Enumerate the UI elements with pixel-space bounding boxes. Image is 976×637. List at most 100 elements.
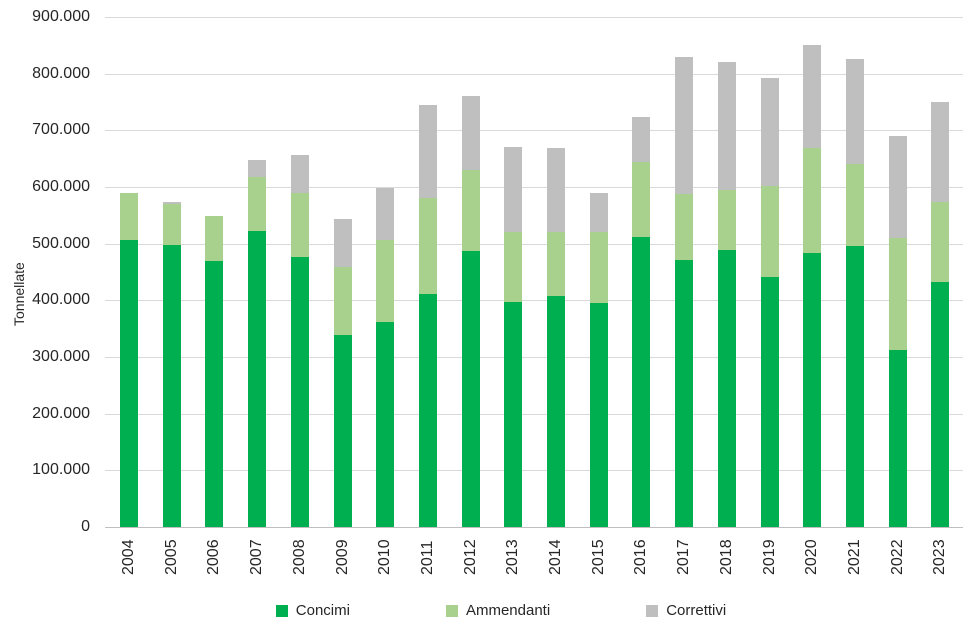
y-tick-label: 0: [81, 518, 90, 535]
bar-2005-correttivi: [163, 202, 181, 204]
bar-2019-ammendanti: [761, 186, 779, 277]
bar-2020-ammendanti: [803, 148, 821, 253]
bar-2015-ammendanti: [590, 232, 608, 303]
bar-2020-correttivi: [803, 45, 821, 148]
bar-2018-concimi: [718, 250, 736, 527]
bar-2012-correttivi: [462, 96, 480, 170]
bar-2019-correttivi: [761, 78, 779, 186]
bar-2014-concimi: [547, 296, 565, 527]
bar-2014-ammendanti: [547, 232, 565, 296]
bar-2021-concimi: [846, 246, 864, 527]
y-tick-label: 900.000: [32, 8, 90, 25]
bar-2023-correttivi: [931, 102, 949, 202]
bar-2004-ammendanti: [120, 193, 138, 240]
bar-2009-ammendanti: [334, 267, 352, 335]
x-tick-label-2008: 2008: [291, 539, 308, 575]
bar-2023-ammendanti: [931, 202, 949, 282]
bar-2016-concimi: [632, 237, 650, 527]
gridline-600.000: [105, 187, 963, 188]
x-tick-label-2009: 2009: [334, 539, 351, 575]
x-tick-label-2012: 2012: [462, 539, 479, 575]
x-tick-label-2013: 2013: [504, 539, 521, 575]
x-tick-label-2007: 2007: [248, 539, 265, 575]
bar-2005-ammendanti: [163, 204, 181, 245]
legend-label-correttivi: Correttivi: [666, 602, 727, 619]
legend-swatch-correttivi: [646, 604, 659, 617]
gridline-800.000: [105, 74, 963, 75]
gridline-400.000: [105, 300, 963, 301]
bar-2009-correttivi: [334, 219, 352, 267]
x-tick-label-2018: 2018: [718, 539, 735, 575]
legend-swatch-ammendanti: [445, 604, 458, 617]
bar-2008-correttivi: [291, 155, 309, 193]
bar-2012-concimi: [462, 251, 480, 527]
x-tick-label-2014: 2014: [547, 539, 564, 575]
y-tick-label: 100.000: [32, 461, 90, 478]
bar-2016-correttivi: [632, 117, 650, 162]
bar-2022-ammendanti: [889, 238, 907, 350]
bar-2008-ammendanti: [291, 193, 309, 257]
legend-swatch-concimi: [275, 604, 288, 617]
y-tick-label: 400.000: [32, 291, 90, 308]
bar-2012-ammendanti: [462, 170, 480, 251]
bar-2013-ammendanti: [504, 232, 522, 302]
bar-2008-concimi: [291, 257, 309, 527]
y-tick-label: 600.000: [32, 178, 90, 195]
x-tick-label-2005: 2005: [163, 539, 180, 575]
bar-2007-concimi: [248, 231, 266, 527]
bar-2018-ammendanti: [718, 190, 736, 250]
bar-2006-ammendanti: [205, 216, 223, 261]
y-tick-label: 800.000: [32, 65, 90, 82]
x-tick-label-2017: 2017: [675, 539, 692, 575]
bar-2017-correttivi: [675, 57, 693, 194]
bar-2004-concimi: [120, 240, 138, 527]
bar-2007-ammendanti: [248, 177, 266, 231]
bar-2018-correttivi: [718, 62, 736, 190]
bar-2014-correttivi: [547, 148, 565, 232]
x-tick-label-2015: 2015: [590, 539, 607, 575]
bar-2022-concimi: [889, 350, 907, 527]
bar-2010-concimi: [376, 322, 394, 527]
bar-2015-correttivi: [590, 193, 608, 232]
gridline-300.000: [105, 357, 963, 358]
bar-2015-concimi: [590, 303, 608, 527]
gridline-900.000: [105, 17, 963, 18]
x-axis-line: [105, 527, 963, 528]
bar-2013-concimi: [504, 302, 522, 527]
bar-2019-concimi: [761, 277, 779, 527]
x-tick-label-2022: 2022: [889, 539, 906, 575]
bar-2023-concimi: [931, 282, 949, 527]
bar-2017-ammendanti: [675, 194, 693, 260]
x-tick-label-2020: 2020: [803, 539, 820, 575]
bar-2016-ammendanti: [632, 162, 650, 237]
y-tick-label: 500.000: [32, 235, 90, 252]
legend-label-concimi: Concimi: [295, 602, 350, 619]
bar-2022-correttivi: [889, 136, 907, 238]
legend-item-correttivi: Correttivi: [646, 602, 726, 619]
bar-2011-concimi: [419, 294, 437, 527]
bar-2021-ammendanti: [846, 164, 864, 246]
x-tick-label-2004: 2004: [120, 539, 137, 575]
x-tick-label-2019: 2019: [761, 539, 778, 575]
x-tick-label-2021: 2021: [846, 539, 863, 575]
bar-2007-correttivi: [248, 160, 266, 177]
x-tick-label-2010: 2010: [376, 539, 393, 575]
bar-2009-concimi: [334, 335, 352, 527]
bar-2006-concimi: [205, 261, 223, 527]
bar-2020-concimi: [803, 253, 821, 527]
gridline-500.000: [105, 244, 963, 245]
bar-2021-correttivi: [846, 59, 864, 164]
bar-2013-correttivi: [504, 147, 522, 232]
bar-2010-ammendanti: [376, 240, 394, 322]
legend-item-concimi: Concimi: [275, 602, 350, 619]
bar-2011-correttivi: [419, 105, 437, 198]
y-tick-label: 700.000: [32, 121, 90, 138]
y-tick-label: 300.000: [32, 348, 90, 365]
y-tick-label: 200.000: [32, 405, 90, 422]
legend-item-ammendanti: Ammendanti: [445, 602, 550, 619]
gridline-200.000: [105, 414, 963, 415]
x-tick-label-2016: 2016: [632, 539, 649, 575]
bar-2010-correttivi: [376, 188, 394, 240]
bar-2017-concimi: [675, 260, 693, 527]
